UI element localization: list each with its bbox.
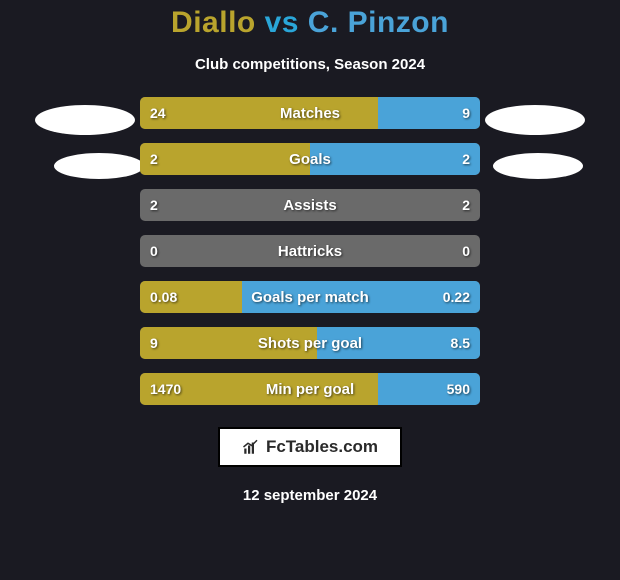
date-text: 12 september 2024 bbox=[243, 487, 377, 504]
title-player-right: C. Pinzon bbox=[308, 6, 449, 39]
stat-value-right: 2 bbox=[452, 143, 480, 175]
stat-row: Matches24 9 bbox=[140, 97, 480, 129]
brand-badge: FcTables.com bbox=[218, 427, 402, 467]
stat-row: Shots per goal9 8.5 bbox=[140, 327, 480, 359]
stat-row: Assists2 2 bbox=[140, 189, 480, 221]
stat-value-left: 9 bbox=[140, 327, 168, 359]
stat-value-right: 0.22 bbox=[433, 281, 480, 313]
title: Diallo vs C. Pinzon bbox=[171, 6, 449, 40]
stat-value-right: 590 bbox=[437, 373, 480, 405]
stat-label: Shots per goal bbox=[140, 327, 480, 359]
avatar-placeholder bbox=[485, 105, 585, 135]
brand-text: FcTables.com bbox=[266, 437, 378, 457]
stat-label: Hattricks bbox=[140, 235, 480, 267]
avatar-placeholder bbox=[35, 105, 135, 135]
right-avatar-col bbox=[480, 97, 590, 197]
stat-row: Goals per match0.08 0.22 bbox=[140, 281, 480, 313]
subtitle: Club competitions, Season 2024 bbox=[195, 56, 425, 73]
stats-zone: Matches249Goals22Assists22Hattricks00Goa… bbox=[0, 97, 620, 405]
stat-label: Assists bbox=[140, 189, 480, 221]
stat-value-left: 0 bbox=[140, 235, 168, 267]
stat-value-right: 0 bbox=[452, 235, 480, 267]
stat-bars: Matches249Goals22Assists22Hattricks00Goa… bbox=[140, 97, 480, 405]
stat-row: Hattricks0 0 bbox=[140, 235, 480, 267]
stat-label: Matches bbox=[140, 97, 480, 129]
stat-row: Goals2 2 bbox=[140, 143, 480, 175]
stat-value-left: 1470 bbox=[140, 373, 191, 405]
avatar-placeholder bbox=[54, 153, 144, 179]
stat-value-left: 0.08 bbox=[140, 281, 187, 313]
left-avatar-col bbox=[30, 97, 140, 197]
stat-value-right: 2 bbox=[452, 189, 480, 221]
stat-value-right: 8.5 bbox=[441, 327, 480, 359]
title-player-left: Diallo bbox=[171, 6, 256, 39]
stat-value-left: 24 bbox=[140, 97, 176, 129]
chart-icon bbox=[242, 438, 260, 456]
stat-value-left: 2 bbox=[140, 189, 168, 221]
stat-label: Goals bbox=[140, 143, 480, 175]
avatar-placeholder bbox=[493, 153, 583, 179]
stat-label: Goals per match bbox=[140, 281, 480, 313]
title-vs: vs bbox=[265, 6, 299, 39]
stat-value-left: 2 bbox=[140, 143, 168, 175]
comparison-card: Diallo vs C. Pinzon Club competitions, S… bbox=[0, 0, 620, 580]
stat-value-right: 9 bbox=[452, 97, 480, 129]
stat-row: Min per goal1470590 bbox=[140, 373, 480, 405]
